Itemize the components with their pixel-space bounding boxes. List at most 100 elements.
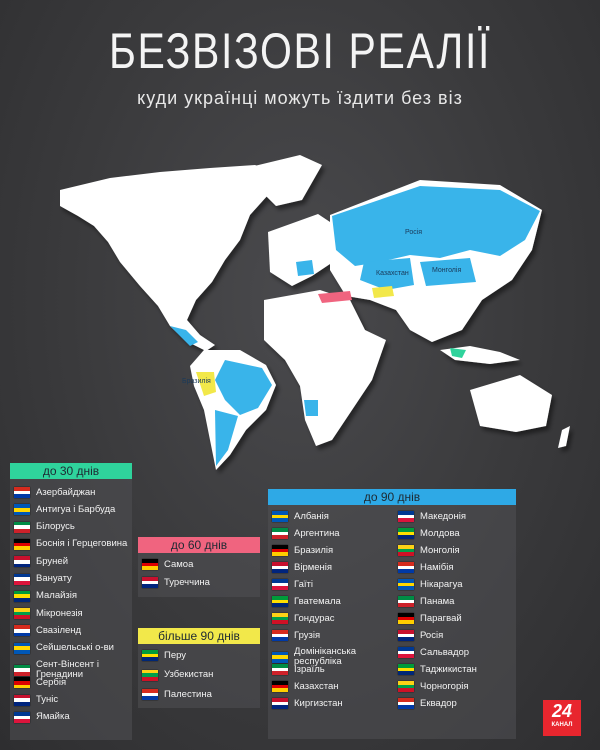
flag — [14, 521, 30, 533]
country-name: Узбекистан — [164, 669, 214, 680]
flag — [398, 613, 414, 625]
flag — [272, 596, 288, 608]
flag — [14, 538, 30, 550]
legend-item: Ізраїль — [272, 664, 325, 676]
legend-item: Монголія — [398, 544, 460, 557]
map-label: Росія — [405, 228, 422, 236]
legend-item: Ямайка — [14, 711, 70, 723]
flag — [398, 579, 414, 591]
country-name: Чорногорія — [420, 680, 469, 692]
legend-group-title: до 60 днів — [138, 537, 260, 553]
country-name: Македонія — [420, 510, 466, 522]
country-name: Киргизстан — [294, 697, 343, 709]
country-name: Намібія — [420, 561, 454, 573]
country-name: Гватемала — [294, 595, 341, 607]
country-name: Білорусь — [36, 521, 75, 533]
legend-item: Албанія — [272, 511, 329, 523]
legend-item: Чорногорія — [398, 680, 469, 693]
flag — [14, 504, 30, 516]
flag — [272, 681, 288, 693]
legend-item: Сейшельські о-ви — [14, 642, 114, 654]
flag — [398, 647, 414, 659]
legend-item: Перу — [142, 650, 186, 662]
legend-item: Росія — [398, 629, 444, 642]
brazil — [215, 360, 272, 415]
country-name: Боснія і Герцеговина — [36, 538, 128, 550]
legend-item: Молдова — [398, 527, 460, 540]
country-name: Панама — [420, 595, 455, 607]
kazakhstan — [360, 258, 414, 290]
country-name: Вануату — [36, 573, 72, 584]
legend-item: Казахстан — [272, 681, 339, 693]
country-name: Самоа — [164, 558, 194, 570]
australia — [470, 375, 552, 432]
flag — [14, 664, 30, 676]
country-name: Молдова — [420, 527, 460, 539]
balkans — [296, 260, 314, 276]
country-name: Росія — [420, 629, 444, 641]
country-name: Грузія — [294, 629, 321, 641]
flag — [272, 511, 288, 523]
africa — [264, 290, 386, 446]
flag — [398, 545, 414, 557]
flag — [272, 545, 288, 557]
legend-item: Свазіленд — [14, 624, 82, 637]
flag — [398, 562, 414, 574]
flag — [272, 579, 288, 591]
legend-item: Бруней — [14, 556, 68, 568]
flag — [272, 698, 288, 710]
legend-group-title: більше 90 днів — [138, 628, 260, 644]
legend-item: Бразилія — [272, 544, 334, 557]
flag — [272, 651, 288, 663]
country-name: Сербія — [36, 676, 67, 688]
legend-item: Вануату — [14, 573, 72, 585]
legend-item: Гаїті — [272, 578, 313, 591]
map-label: Бразилія — [182, 377, 211, 385]
country-name: Сейшельські о-ви — [36, 642, 114, 654]
legend-item: Македонія — [398, 510, 466, 523]
country-name: Туніс — [36, 694, 59, 706]
legend-item: Мікронезія — [14, 608, 83, 620]
flag — [14, 608, 30, 620]
mongolia — [420, 258, 476, 286]
country-name: Нікарагуа — [420, 578, 463, 590]
country-name: Монголія — [420, 544, 460, 556]
legend-item: Домініканська республіка — [272, 647, 366, 667]
legend-item: Сербія — [14, 676, 67, 689]
namibia — [304, 400, 318, 416]
legend-group: до 30 днів Азербайджан Антигуа і Барбуда Бі… — [10, 463, 132, 740]
central-america — [170, 326, 198, 346]
legend-item: Еквадор — [398, 698, 457, 710]
flag — [398, 630, 414, 642]
flag — [398, 596, 414, 608]
logo: 24 КАНАЛ — [543, 700, 581, 736]
flag — [398, 681, 414, 693]
legend-item: Боснія і Герцеговина — [14, 538, 128, 550]
legend-item: Самоа — [142, 558, 194, 571]
country-name: Бразилія — [294, 544, 334, 556]
flag — [14, 487, 30, 499]
flag — [272, 562, 288, 574]
europe — [268, 214, 342, 286]
legend-group-title: до 90 днів — [268, 489, 516, 505]
flag — [398, 664, 414, 676]
legend-item: Туреччина — [142, 577, 210, 589]
country-name: Палестина — [164, 688, 212, 700]
legend-group: більше 90 днів Перу Узбекистан Палестина — [138, 628, 260, 708]
country-name: Гаїті — [294, 578, 313, 590]
legend-item: Гватемала — [272, 595, 341, 608]
logo-text: КАНАЛ — [551, 722, 573, 728]
country-name: Свазіленд — [36, 624, 82, 636]
country-name: Малайзія — [36, 590, 78, 602]
legend-item: Киргизстан — [272, 697, 343, 710]
country-name: Вірменія — [294, 561, 333, 573]
flag — [14, 556, 30, 568]
flag — [398, 528, 414, 540]
legend-item: Сент-Вінсент і Гренадини — [14, 660, 108, 680]
subtitle: куди українці можуть їздити без віз — [137, 88, 463, 108]
flag — [14, 642, 30, 654]
country-name: Домініканська республіка — [294, 646, 357, 667]
country-name: Сент-Вінсент і Гренадини — [36, 659, 99, 680]
flag — [142, 577, 158, 589]
